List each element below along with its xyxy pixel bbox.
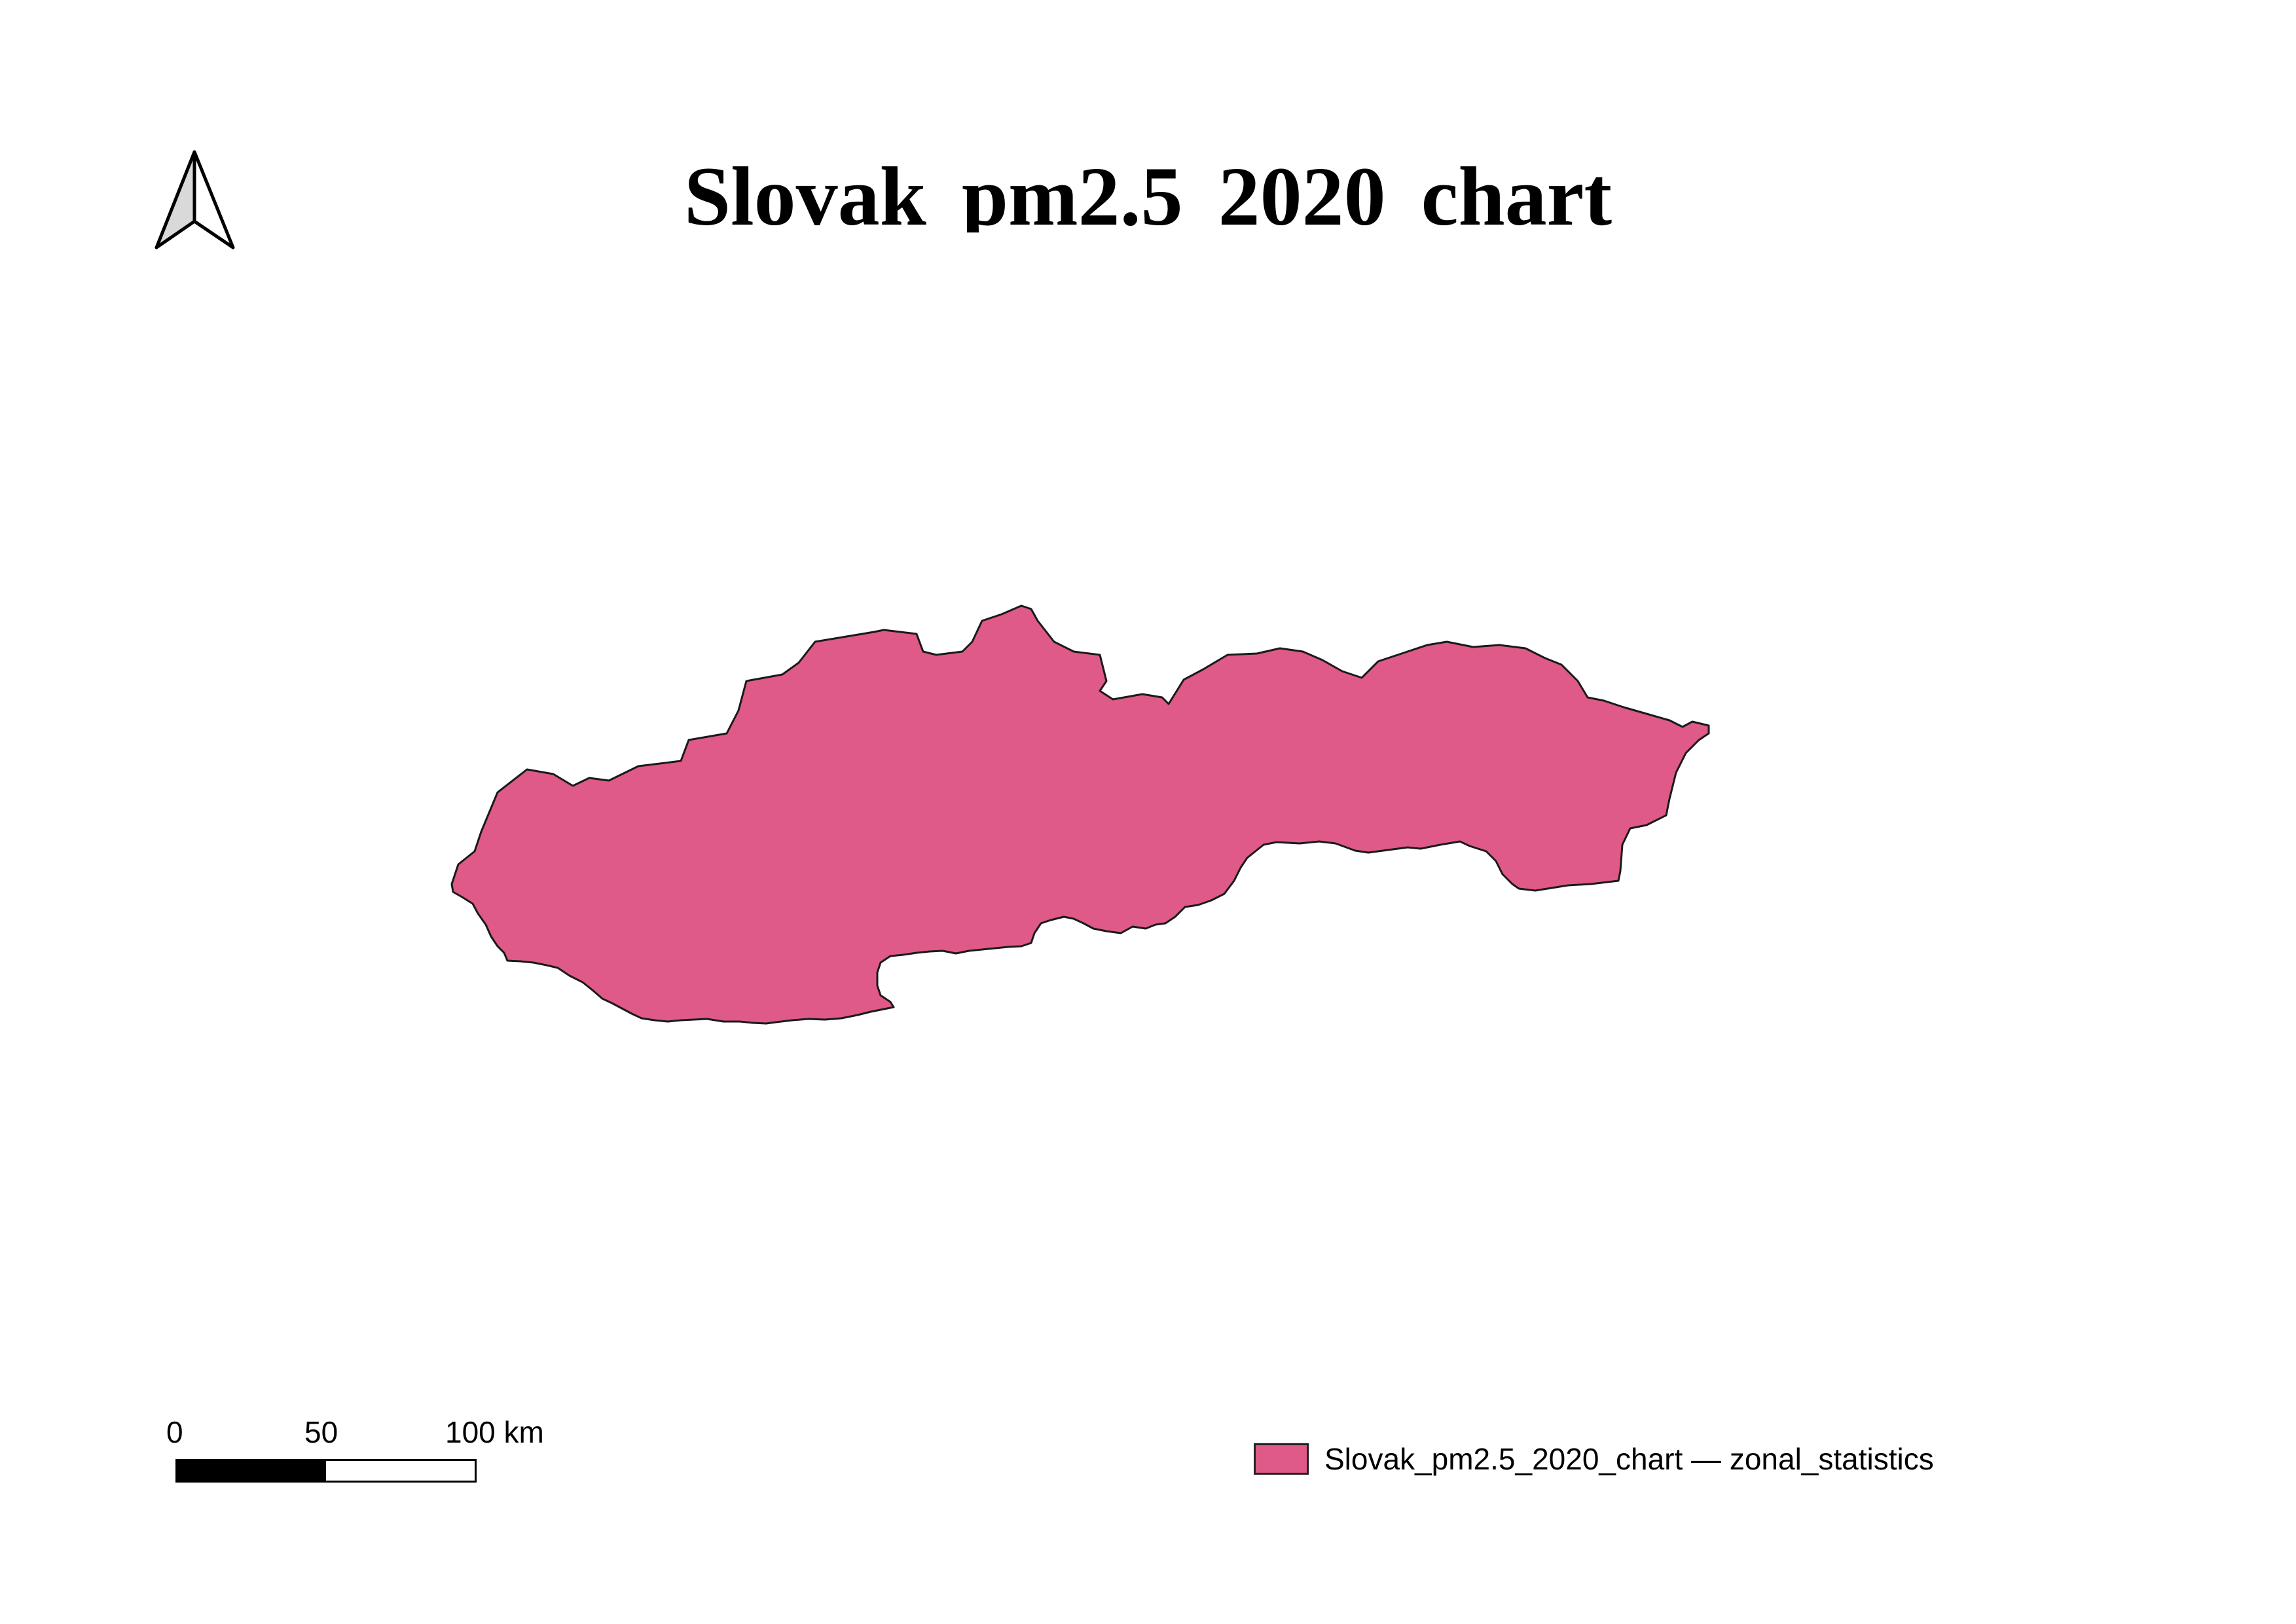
scale-segment-black (177, 1461, 326, 1481)
scale-segment-white (326, 1461, 475, 1481)
scale-label-100-km: 100 km (445, 1415, 544, 1449)
slovakia-region (450, 604, 1710, 1025)
scale-bar-segments (175, 1459, 477, 1483)
map-title-container: Slovak pm2.5 2020 chart (0, 141, 2296, 232)
north-arrow-icon (155, 150, 235, 249)
scale-label-0: 0 (166, 1415, 183, 1449)
scale-label-50: 50 (304, 1415, 338, 1449)
legend: Slovak_pm2.5_2020_chart — zonal_statisti… (1254, 1439, 1934, 1479)
legend-swatch (1254, 1443, 1309, 1475)
scale-bar: 0 50 100 km (157, 1401, 563, 1493)
legend-label: Slovak_pm2.5_2020_chart — zonal_statisti… (1324, 1442, 1934, 1476)
map-title: Slovak pm2.5 2020 chart (683, 150, 1613, 232)
